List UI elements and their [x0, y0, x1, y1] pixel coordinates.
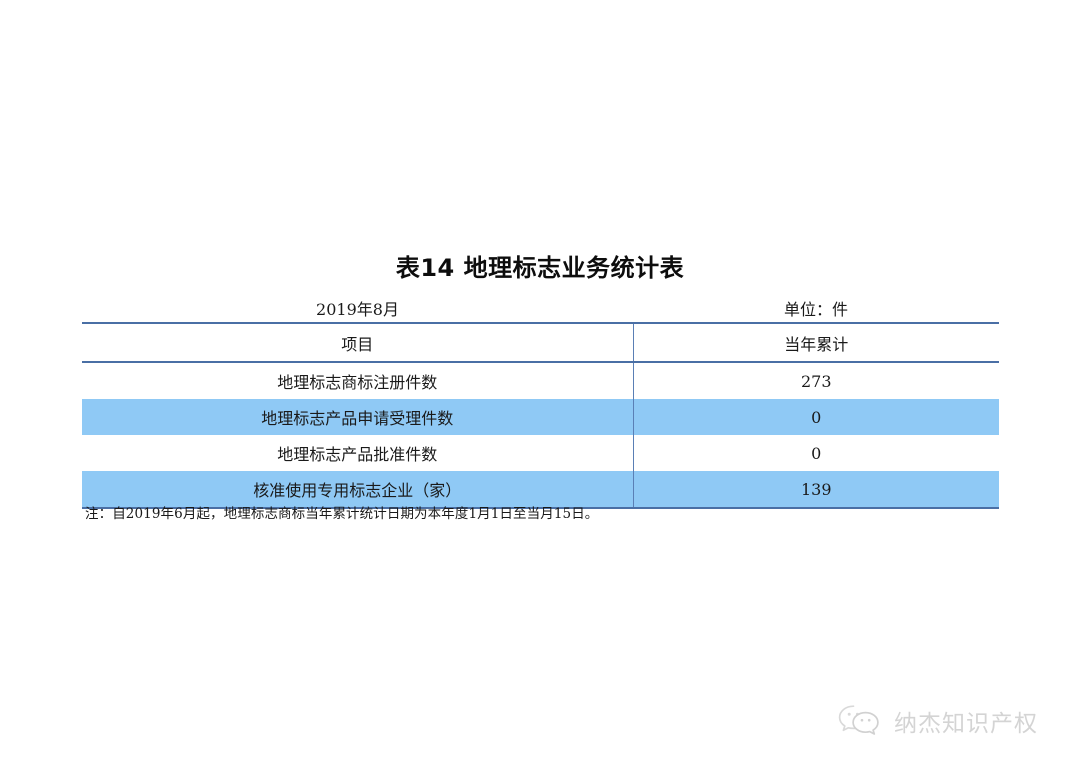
table-row: 地理标志商标注册件数 273 — [82, 362, 999, 399]
page-title: 表14 地理标志业务统计表 — [395, 254, 685, 282]
table-row: 地理标志产品申请受理件数 0 — [82, 399, 999, 435]
row-item-label: 地理标志商标注册件数 — [82, 362, 634, 399]
table-row: 核准使用专用标志企业（家） 139 — [82, 471, 999, 509]
column-header-item: 项目 — [82, 322, 634, 363]
row-item-value: 139 — [633, 471, 999, 509]
statistics-table: 项目 当年累计 地理标志商标注册件数 273 地理标志产品申请受理件数 0 地理… — [82, 322, 999, 509]
table-caption-row: 2019年8月 单位：件 — [82, 296, 999, 322]
table-header: 项目 当年累计 — [82, 322, 999, 363]
row-item-label: 核准使用专用标志企业（家） — [82, 471, 634, 509]
row-item-value: 273 — [633, 362, 999, 399]
table-body: 地理标志商标注册件数 273 地理标志产品申请受理件数 0 地理标志产品批准件数… — [82, 362, 999, 509]
row-item-value: 0 — [633, 399, 999, 435]
row-item-label: 地理标志产品申请受理件数 — [82, 399, 634, 435]
report-period-label: 2019年8月 — [316, 300, 399, 319]
table-header-row: 项目 当年累计 — [82, 322, 999, 363]
table-row: 地理标志产品批准件数 0 — [82, 435, 999, 471]
watermark: 纳杰知识产权 — [838, 698, 1053, 744]
column-header-value: 当年累计 — [633, 322, 999, 363]
row-item-label: 地理标志产品批准件数 — [82, 435, 634, 471]
table-footnote: 注：自2019年6月起，地理标志商标当年累计统计日期为本年度1月1日至当月15日… — [85, 506, 599, 522]
watermark-label: 纳杰知识产权 — [894, 711, 1038, 737]
row-item-value: 0 — [633, 435, 999, 471]
measurement-unit-label: 单位：件 — [783, 300, 848, 319]
wechat-icon — [838, 703, 884, 739]
